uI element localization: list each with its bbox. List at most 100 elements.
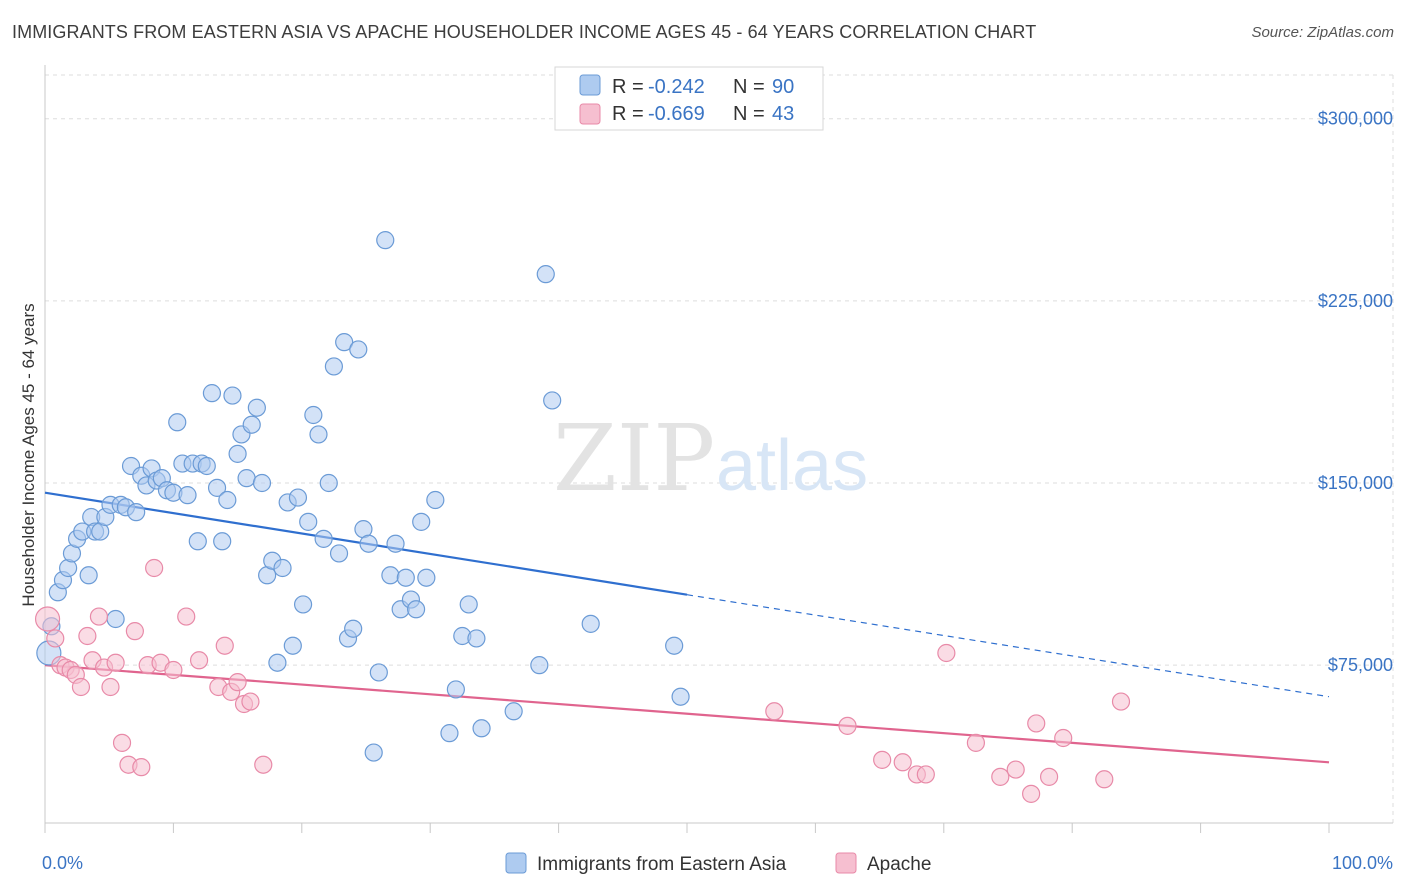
eastern-asia-point-35 <box>213 532 232 551</box>
apache-point-18 <box>145 558 164 578</box>
eastern-asia-point-83 <box>504 702 523 721</box>
eastern-asia-point-37 <box>223 386 242 405</box>
y-tick-label: $300,000 <box>1318 109 1393 129</box>
apache-point-24 <box>215 636 234 655</box>
apache-point-13 <box>112 733 132 752</box>
eastern-asia-point-36 <box>218 490 237 510</box>
y-tick-label: $225,000 <box>1318 291 1393 311</box>
eastern-asia-point-68 <box>381 566 400 585</box>
eastern-asia-point-41 <box>242 415 261 434</box>
x-tick-label-min: 0.0% <box>42 853 83 873</box>
eastern-asia-point-33 <box>202 384 222 403</box>
apache-point-36 <box>937 643 956 663</box>
eastern-asia-point-40 <box>237 469 256 488</box>
eastern-asia-point-52 <box>299 512 318 531</box>
eastern-asia-point-38 <box>228 444 247 463</box>
apache-point-21 <box>177 607 196 626</box>
y-tick-label: $75,000 <box>1328 655 1393 675</box>
eastern-asia-point-26 <box>168 413 187 432</box>
apache-point-1 <box>46 629 65 648</box>
y-tick-label: $150,000 <box>1318 473 1393 493</box>
watermark-zip: ZIP <box>553 405 715 512</box>
apache-point-45 <box>1111 692 1131 711</box>
eastern-asia-point-56 <box>319 473 338 493</box>
eastern-asia-point-74 <box>412 512 431 531</box>
eastern-asia-point-88 <box>665 636 684 655</box>
legend-r-value-1: -0.242 <box>648 76 705 98</box>
eastern-asia-point-32 <box>197 456 216 476</box>
apache-point-40 <box>1022 784 1041 803</box>
legend-swatch-pink <box>579 103 601 125</box>
apache-trend-line <box>44 664 1330 764</box>
eastern-asia-point-54 <box>309 425 328 444</box>
eastern-asia-point-43 <box>252 473 272 493</box>
x-tick-label-max: 100.0% <box>1332 853 1393 873</box>
eastern-asia-point-81 <box>467 629 486 648</box>
data-points <box>34 231 1131 803</box>
eastern-asia-point-46 <box>268 653 287 672</box>
correlation-legend: R = -0.242 N = 90 R = -0.669 N = 43 <box>554 66 824 131</box>
legend-n-label-1: N = <box>733 76 765 98</box>
eastern-asia-point-76 <box>426 490 445 510</box>
eastern-asia-point-50 <box>288 488 308 507</box>
series-label-blue: Immigrants from Eastern Asia <box>537 854 787 875</box>
eastern-asia-point-57 <box>324 357 343 376</box>
eastern-asia-point-82 <box>472 719 491 738</box>
axes <box>44 65 1393 833</box>
eastern-asia-point-18 <box>127 503 146 522</box>
legend-swatch-blue <box>579 74 601 96</box>
eastern-asia-point-53 <box>304 405 323 425</box>
eastern-asia-point-71 <box>396 568 415 587</box>
eastern-asia-point-59 <box>335 333 354 352</box>
apache-point-44 <box>1095 770 1114 789</box>
legend-n-value-2: 43 <box>772 103 794 125</box>
y-axis-title: Householder Income Ages 45 - 64 years <box>19 303 38 606</box>
eastern-asia-point-75 <box>417 568 436 587</box>
eastern-asia-point-51 <box>293 595 313 614</box>
legend-n-label-2: N = <box>733 103 765 125</box>
eastern-asia-point-86 <box>543 391 562 410</box>
series-legend: Immigrants from Eastern Asia Apache <box>505 852 931 875</box>
apache-point-22 <box>189 651 209 670</box>
apache-point-39 <box>1006 760 1025 779</box>
apache-point-33 <box>893 753 912 772</box>
trend-lines <box>44 491 1330 764</box>
legend-r-label-2: R = <box>612 103 644 125</box>
apache-point-16 <box>132 758 151 777</box>
apache-point-11 <box>101 677 120 697</box>
eastern-asia-point-61 <box>344 619 363 638</box>
apache-point-42 <box>1039 767 1059 786</box>
eastern-asia-point-67 <box>376 231 395 250</box>
source-note: Source: ZipAtlas.com <box>1251 24 1394 41</box>
apache-point-43 <box>1054 728 1073 748</box>
apache-point-0 <box>34 606 61 632</box>
series-swatch-pink <box>835 852 857 874</box>
eastern-asia-point-84 <box>530 656 549 675</box>
apache-point-37 <box>966 733 986 752</box>
eastern-asia-point-85 <box>536 265 555 284</box>
apache-point-38 <box>991 767 1010 786</box>
eastern-asia-point-34 <box>207 478 227 497</box>
chart-title: IMMIGRANTS FROM EASTERN ASIA VS APACHE H… <box>12 22 1037 42</box>
eastern-asia-point-80 <box>459 595 478 614</box>
apache-point-30 <box>765 702 784 721</box>
eastern-asia-point-49 <box>283 636 302 655</box>
eastern-asia-point-78 <box>446 680 465 699</box>
eastern-asia-point-42 <box>247 398 266 417</box>
eastern-asia-point-89 <box>671 687 690 706</box>
apache-point-12 <box>106 653 125 672</box>
apache-point-7 <box>78 626 97 646</box>
eastern-asia-point-87 <box>581 614 600 633</box>
eastern-asia-point-65 <box>364 743 383 762</box>
apache-point-28 <box>241 692 260 711</box>
watermark: ZIP atlas <box>553 405 868 512</box>
eastern-asia-point-73 <box>406 600 426 619</box>
eastern-asia-point-30 <box>188 532 207 551</box>
legend-r-label-1: R = <box>612 76 644 98</box>
apache-point-26 <box>228 673 247 692</box>
apache-point-31 <box>838 716 857 735</box>
apache-point-29 <box>254 755 273 774</box>
eastern-asia-point-77 <box>440 724 459 743</box>
series-label-pink: Apache <box>867 854 931 875</box>
